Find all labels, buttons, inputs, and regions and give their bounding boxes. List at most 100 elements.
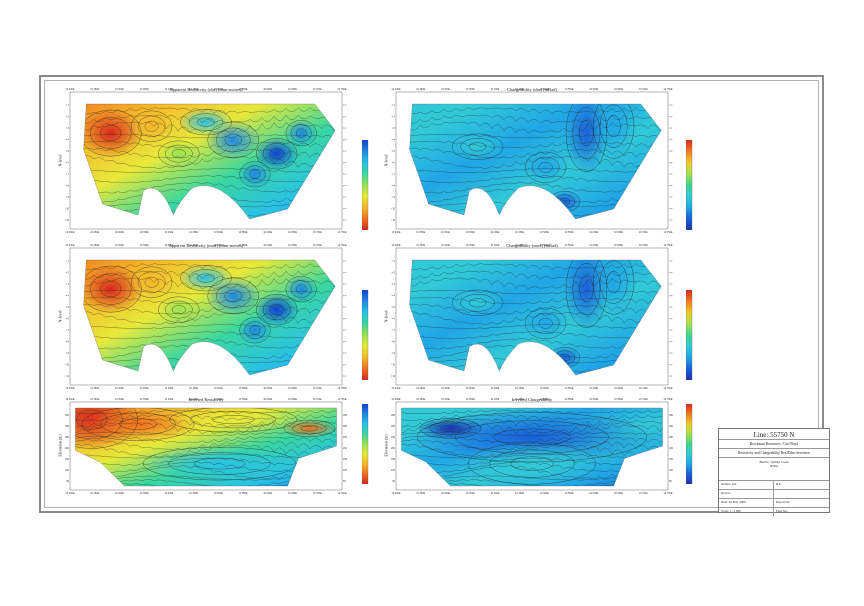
y-tick-label: n = 10 bbox=[65, 208, 70, 211]
x-tick-label: 10 450E bbox=[515, 244, 524, 247]
x-tick-label: 10 650E bbox=[614, 244, 623, 247]
x-tick-label: 10 600E bbox=[589, 387, 598, 390]
y-tick-label: 300 bbox=[343, 425, 347, 428]
y-tick-label: n = 6 bbox=[391, 318, 396, 321]
resistivity-pseudo-plot: 10 200E 10 200E 10 250E 10 250E 10 300E 10 30… bbox=[65, 88, 347, 234]
x-tick-label: 10 200E bbox=[392, 231, 401, 234]
x-tick-label: 10 500E bbox=[214, 88, 223, 91]
y-tick-label: n = 5 bbox=[343, 306, 347, 309]
y-tick-label: n = 6 bbox=[669, 162, 673, 165]
y-tick-label: 50 bbox=[343, 480, 346, 483]
colour-scale-bar bbox=[362, 140, 369, 230]
y-axis-label: Elevation (m) bbox=[383, 434, 389, 457]
x-tick-label: 10 400E bbox=[164, 387, 173, 390]
x-tick-label: 10 750E bbox=[664, 398, 673, 401]
y-tick-label: 200 bbox=[343, 447, 347, 450]
y-tick-label: n = 2 bbox=[391, 116, 396, 119]
x-tick-label: 10 250E bbox=[416, 88, 425, 91]
y-tick-label: n = 5 bbox=[669, 150, 673, 153]
y-tick-label: n = 11 bbox=[669, 219, 673, 222]
x-tick-label: 10 550E bbox=[565, 88, 574, 91]
y-tick-label: n = 8 bbox=[391, 185, 396, 188]
x-tick-label: 10 250E bbox=[416, 387, 425, 390]
y-tick-label: n = 4 bbox=[65, 295, 70, 298]
x-tick-label: 10 350E bbox=[140, 398, 149, 401]
y-tick-label: 200 bbox=[391, 447, 396, 450]
x-tick-label: 10 700E bbox=[639, 231, 648, 234]
y-tick-label: n = 11 bbox=[391, 219, 396, 222]
y-tick-label: n = 6 bbox=[391, 162, 396, 165]
x-tick-label: 10 750E bbox=[338, 244, 347, 247]
x-tick-label: 10 200E bbox=[66, 387, 75, 390]
y-tick-label: n = 5 bbox=[65, 150, 70, 153]
y-tick-label: n = 3 bbox=[65, 127, 70, 130]
x-tick-label: 10 400E bbox=[164, 244, 173, 247]
panel-title: Inverted Resistivity bbox=[188, 397, 224, 402]
panel-title: Apparent Resistivity (mod) (ohm-metres) bbox=[168, 243, 244, 248]
x-tick-label: 10 600E bbox=[263, 398, 272, 401]
resistivity-pseudo-plot: 10 200E 10 200E 10 250E 10 250E 10 300E 10 30… bbox=[65, 244, 347, 390]
report-label: Report No: bbox=[774, 498, 829, 507]
y-tick-label: n = 3 bbox=[669, 283, 673, 286]
panel-title: Chargeability (obs) (mRad) bbox=[507, 87, 557, 92]
colour-scale-bar bbox=[362, 404, 369, 484]
x-tick-label: 10 350E bbox=[466, 88, 475, 91]
y-tick-label: n = 5 bbox=[391, 306, 396, 309]
y-tick-label: n = 6 bbox=[669, 318, 673, 321]
y-tick-label: n = 2 bbox=[65, 116, 70, 119]
y-tick-label: 350 bbox=[343, 414, 347, 417]
x-tick-label: 10 700E bbox=[313, 387, 322, 390]
x-tick-label: 10 600E bbox=[263, 387, 272, 390]
y-tick-label: n = 7 bbox=[669, 329, 673, 332]
y-tick-label: n = 8 bbox=[65, 341, 70, 344]
x-tick-label: 10 450E bbox=[515, 492, 524, 495]
colour-scale-bar bbox=[362, 290, 369, 380]
line-number: Line: 55750 N bbox=[753, 431, 795, 439]
x-tick-label: 10 600E bbox=[263, 492, 272, 495]
y-tick-label: n = 1 bbox=[343, 104, 347, 107]
author-label: Author: xxx bbox=[719, 480, 774, 489]
x-tick-label: 10 250E bbox=[90, 492, 99, 495]
y-tick-label: n = 5 bbox=[669, 306, 673, 309]
x-tick-label: 10 450E bbox=[189, 387, 198, 390]
x-tick-label: 10 450E bbox=[189, 398, 198, 401]
y-tick-label: n = 11 bbox=[65, 375, 70, 378]
x-tick-label: 10 300E bbox=[441, 398, 450, 401]
x-tick-label: 10 550E bbox=[239, 387, 248, 390]
x-tick-label: 10 600E bbox=[263, 231, 272, 234]
y-tick-label: 50 bbox=[669, 480, 672, 483]
x-tick-label: 10 300E bbox=[115, 244, 124, 247]
y-tick-label: 50 bbox=[392, 480, 395, 483]
x-tick-label: 10 400E bbox=[164, 88, 173, 91]
y-tick-label: n = 3 bbox=[343, 283, 347, 286]
x-tick-label: 10 350E bbox=[140, 244, 149, 247]
x-tick-label: 10 750E bbox=[338, 398, 347, 401]
y-tick-label: n = 7 bbox=[65, 173, 70, 176]
y-tick-label: n = 4 bbox=[65, 139, 70, 142]
x-tick-label: 10 500E bbox=[214, 492, 223, 495]
x-tick-label: 10 650E bbox=[288, 231, 297, 234]
y-tick-label: n = 11 bbox=[669, 375, 673, 378]
y-tick-label: n = 3 bbox=[65, 283, 70, 286]
title-block-grid: Author: xxx R.E. Drawn: Date: 26 May 200… bbox=[719, 480, 829, 516]
chargeability-section-plot: 10 200E 10 200E 10 250E 10 250E 10 300E 10 30… bbox=[391, 398, 673, 495]
x-tick-label: 10 600E bbox=[589, 244, 598, 247]
y-tick-label: n = 8 bbox=[669, 341, 673, 344]
y-axis-label: Elevation (m) bbox=[57, 434, 63, 457]
y-axis-label: N-level bbox=[383, 310, 389, 322]
x-tick-label: 10 400E bbox=[164, 231, 173, 234]
x-tick-label: 10 300E bbox=[115, 492, 124, 495]
x-tick-label: 10 550E bbox=[239, 398, 248, 401]
x-tick-label: 10 350E bbox=[466, 492, 475, 495]
x-tick-label: 10 500E bbox=[214, 244, 223, 247]
y-tick-label: n = 1 bbox=[65, 104, 70, 107]
x-tick-label: 10 350E bbox=[466, 398, 475, 401]
colour-scale-bar bbox=[686, 290, 693, 380]
x-tick-label: 10 750E bbox=[664, 244, 673, 247]
plate-label: Plate No: bbox=[774, 507, 829, 516]
x-tick-label: 10 450E bbox=[515, 88, 524, 91]
y-tick-label: n = 5 bbox=[391, 150, 396, 153]
panel-title: Inverted Chargeability bbox=[511, 397, 553, 402]
x-tick-label: 10 450E bbox=[189, 88, 198, 91]
x-tick-label: 10 500E bbox=[540, 492, 549, 495]
